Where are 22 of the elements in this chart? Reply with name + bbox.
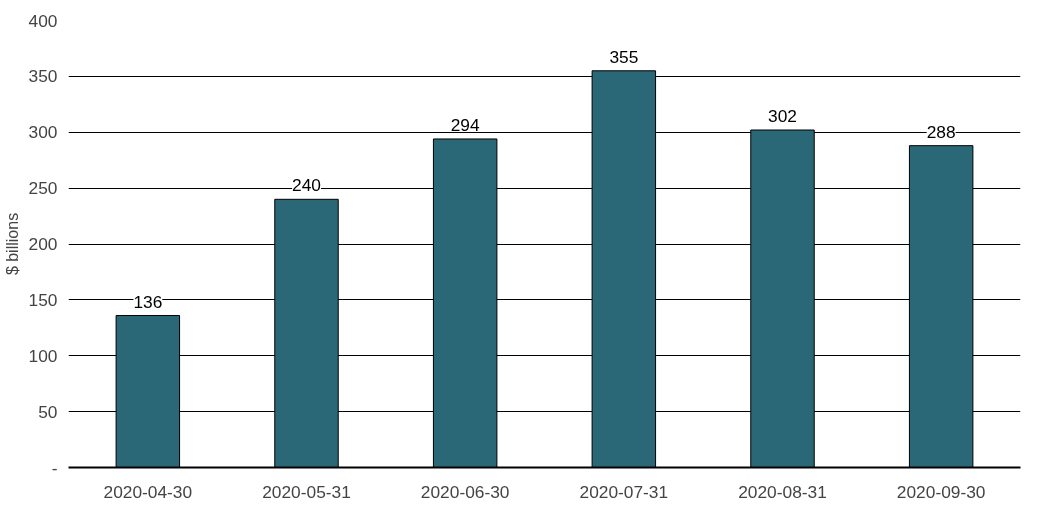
y-tick-label: 350 — [28, 66, 58, 87]
y-tick-label: 50 — [38, 401, 58, 422]
x-tick-label: 2020-06-30 — [420, 481, 510, 502]
x-tick-label: 2020-04-30 — [103, 481, 193, 502]
x-tick-label: 2020-07-31 — [579, 481, 669, 502]
x-tick-label: 2020-09-30 — [896, 481, 986, 502]
y-tick-label: 400 — [28, 10, 58, 31]
y-axis-title: $ billions — [3, 212, 21, 276]
data-label: 302 — [768, 106, 797, 127]
x-tick-label: 2020-08-31 — [738, 481, 827, 502]
y-tick-label: 250 — [28, 178, 58, 199]
y-tick-label: 150 — [28, 289, 58, 310]
data-label: 240 — [292, 175, 321, 196]
y-tick-label: 100 — [28, 345, 58, 366]
data-label: 136 — [133, 291, 163, 312]
y-tick-label: 300 — [28, 122, 58, 143]
y-tick-label: 200 — [28, 234, 58, 254]
data-label: 355 — [609, 46, 639, 67]
x-tick-label: 2020-05-31 — [262, 481, 351, 502]
data-label: 294 — [450, 114, 480, 135]
y-tick-label: - — [51, 457, 58, 478]
data-label: 288 — [926, 121, 956, 142]
